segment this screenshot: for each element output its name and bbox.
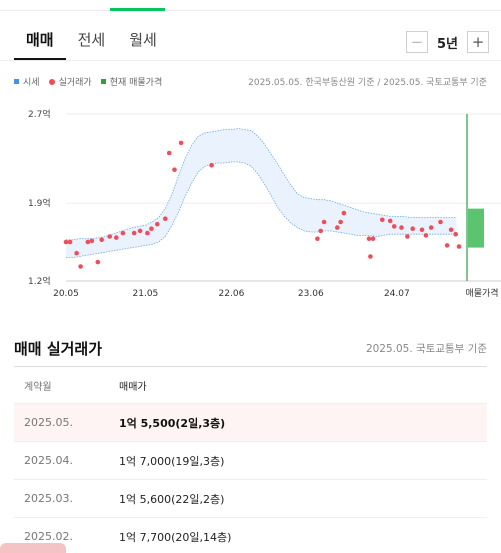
y-tick-label: 2.7억: [28, 108, 51, 120]
transaction-point: [155, 221, 160, 227]
legend-market-price-label: 시세: [23, 78, 40, 88]
transaction-point: [95, 259, 101, 265]
legend-transaction-label: 실거래가: [58, 78, 92, 88]
transaction-point: [318, 228, 324, 234]
transaction-point: [419, 227, 425, 233]
trade-type-tabs: 매매 전세 월세: [14, 28, 169, 60]
transaction-point: [428, 225, 434, 230]
tab-sale[interactable]: 매매: [14, 28, 66, 60]
transaction-point: [63, 239, 69, 245]
transaction-point: [89, 238, 95, 244]
row-date: 2025.04.: [24, 454, 73, 467]
row-date: 2025.03.: [24, 492, 73, 505]
transaction-point: [178, 140, 184, 146]
row-date: 2025.02.: [24, 530, 73, 543]
transaction-point: [120, 230, 126, 236]
y-tick-label: 1.2억: [28, 275, 51, 287]
legend-market-price-swatch: [14, 79, 19, 84]
transaction-point: [78, 264, 83, 269]
table-row[interactable]: 2025.02. 1억 7,700(20일,14층): [14, 518, 487, 553]
legend-listing-swatch: [100, 79, 106, 84]
period-value: 5년: [436, 36, 458, 52]
x-tick-label-listing: 매물가격: [465, 287, 498, 299]
row-price: 1억 5,600(22일,2층): [119, 492, 225, 506]
x-tick-label: 22.06: [219, 289, 245, 299]
transaction-point: [368, 254, 373, 259]
transaction-point: [67, 239, 73, 245]
tab-jeonse[interactable]: 전세: [77, 31, 106, 49]
market-price-lower-line: [66, 161, 457, 258]
transaction-point: [145, 230, 150, 236]
transaction-point: [209, 162, 214, 168]
transaction-point: [444, 243, 450, 248]
chart-source-note: 2025.05.05. 한국부동산원 기준 / 2025.05. 국토교통부 기…: [248, 78, 487, 88]
section-title: 매매 실거래가: [14, 340, 103, 358]
row-price: 1억 5,500(2일,3층): [119, 416, 226, 430]
listing-price-bar: [468, 208, 484, 248]
legend-listing: 현재 매물가격: [100, 75, 163, 88]
transaction-point: [453, 231, 459, 237]
period-increase-button[interactable]: +: [467, 31, 489, 53]
transaction-point: [391, 224, 397, 229]
transaction-point: [399, 225, 404, 230]
transaction-point: [137, 228, 143, 234]
header-contract-month: 계약월: [24, 381, 52, 393]
top-divider: [0, 10, 501, 11]
table-header: 계약월 매매가: [14, 367, 487, 404]
transaction-point: [405, 234, 410, 239]
table-row[interactable]: 2025.05. 1억 5,500(2일,3층): [14, 404, 487, 442]
transaction-point: [315, 236, 320, 241]
row-price: 1억 7,000(19일,3층): [119, 454, 225, 468]
transaction-point: [423, 233, 429, 238]
transaction-point: [370, 236, 376, 241]
row-date: 2025.05.: [24, 416, 73, 429]
header-sale-price: 매매가: [119, 381, 147, 393]
legend-listing-label: 현재 매물가격: [109, 78, 163, 88]
market-price-band: [66, 128, 457, 258]
legend-market-price: 시세: [14, 75, 40, 88]
transaction-point: [107, 234, 112, 239]
transaction-point: [172, 167, 177, 172]
y-tick-label: 1.9억: [28, 197, 51, 209]
tabs-divider: [0, 60, 501, 61]
transaction-point: [74, 250, 79, 256]
period-decrease-button[interactable]: −: [405, 31, 428, 53]
transaction-point: [387, 218, 393, 224]
transaction-point: [410, 226, 416, 231]
transaction-point: [321, 219, 327, 225]
legend-transaction: 실거래가: [48, 75, 92, 88]
transaction-point: [131, 230, 137, 236]
bottom-floating-bar[interactable]: [0, 543, 66, 553]
transaction-point: [366, 236, 372, 241]
transaction-point: [335, 225, 340, 230]
transaction-point: [166, 150, 172, 156]
row-price: 1억 7,700(20일,14층): [119, 530, 232, 544]
transaction-point: [338, 219, 343, 225]
table-row[interactable]: 2025.03. 1억 5,600(22일,2층): [14, 480, 487, 518]
period-selector: − 5년 +: [405, 31, 489, 53]
x-tick-label: 20.05: [53, 289, 79, 299]
x-tick-label: 21.05: [133, 289, 159, 299]
table-row[interactable]: 2025.04. 1억 7,000(19일,3층): [14, 442, 487, 480]
transaction-table: 계약월 매매가 2025.05. 1억 5,500(2일,3층) 2025.04…: [14, 366, 487, 553]
transaction-point: [380, 217, 385, 223]
tab-monthly-rent[interactable]: 월세: [129, 31, 157, 49]
chart-legend: 시세 실거래가 현재 매물가격: [14, 75, 171, 88]
x-tick-label: 23.06: [298, 289, 324, 299]
transaction-point: [99, 237, 104, 243]
transaction-point: [149, 226, 154, 231]
transaction-point: [456, 244, 462, 249]
transaction-point: [85, 239, 91, 245]
transaction-point: [114, 235, 119, 240]
transaction-point: [163, 216, 168, 221]
transaction-point: [341, 210, 347, 216]
top-accent-bar: [110, 8, 165, 11]
legend-transaction-swatch: [48, 78, 55, 85]
x-tick-label: 24.07: [384, 289, 410, 299]
transaction-point: [448, 227, 454, 233]
transaction-point: [438, 219, 443, 225]
section-source-note: 2025.05. 국토교통부 기준: [365, 343, 487, 355]
